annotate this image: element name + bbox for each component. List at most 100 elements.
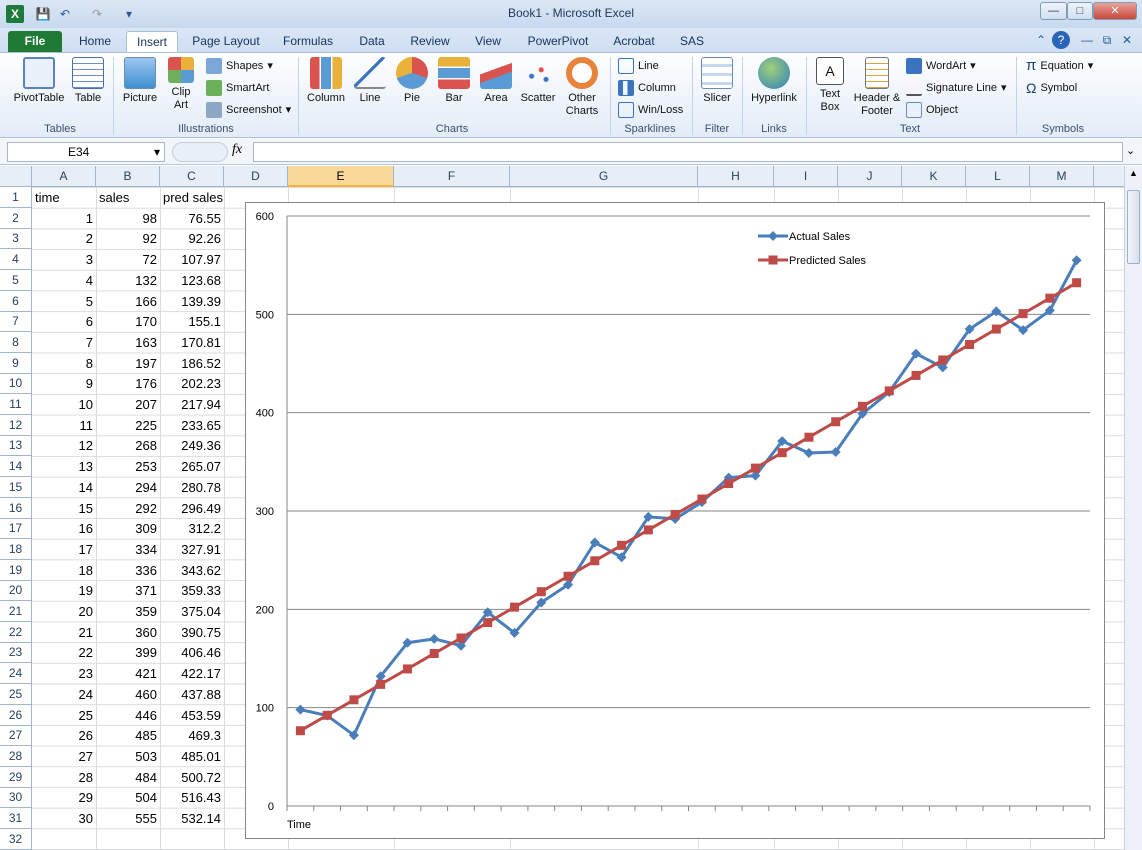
cell-pred-sales[interactable]: 233.65 xyxy=(181,417,221,433)
scatter-chart-button[interactable]: Scatter xyxy=(518,57,558,105)
cell-sales[interactable]: 336 xyxy=(135,562,157,578)
fx-icon[interactable]: fx xyxy=(232,142,243,157)
cell-sales[interactable]: 334 xyxy=(135,541,157,557)
cell-pred-sales[interactable]: 390.75 xyxy=(181,624,221,640)
cell-sales[interactable]: 132 xyxy=(135,272,157,288)
tab-powerpivot[interactable]: PowerPivot xyxy=(527,34,589,48)
line-chart-button[interactable]: Line xyxy=(350,57,390,105)
row-header[interactable]: 30 xyxy=(0,787,32,809)
tab-data[interactable]: Data xyxy=(359,34,385,48)
cell-time[interactable]: 29 xyxy=(78,790,93,806)
cell-time[interactable]: 3 xyxy=(85,252,93,268)
row-header[interactable]: 26 xyxy=(0,704,32,726)
row-header[interactable]: 23 xyxy=(0,642,32,664)
column-header[interactable]: K xyxy=(902,166,966,187)
select-all-corner[interactable] xyxy=(0,166,32,187)
shapes-button[interactable]: Shapes ▾ xyxy=(206,57,273,75)
help-icon[interactable]: ? xyxy=(1052,31,1070,49)
cell-sales[interactable]: 421 xyxy=(135,666,157,682)
cell-time[interactable]: 16 xyxy=(78,521,93,537)
cell-sales[interactable]: 484 xyxy=(135,769,157,785)
cell-pred-sales[interactable]: 107.97 xyxy=(181,252,221,268)
cell-pred-sales[interactable]: 485.01 xyxy=(181,748,221,764)
cell-sales[interactable]: 371 xyxy=(135,583,157,599)
row-header[interactable]: 6 xyxy=(0,290,32,312)
scroll-thumb[interactable] xyxy=(1127,190,1140,264)
cell-time[interactable]: 21 xyxy=(78,624,93,640)
column-header[interactable]: M xyxy=(1030,166,1094,187)
cell-sales[interactable]: 309 xyxy=(135,521,157,537)
cell-sales[interactable]: 359 xyxy=(135,604,157,619)
cell-pred-sales[interactable]: 532.14 xyxy=(181,811,221,826)
tab-formulas[interactable]: Formulas xyxy=(282,34,333,48)
cell-time[interactable]: 11 xyxy=(79,417,94,433)
column-header[interactable]: H xyxy=(698,166,774,187)
cell-pred-sales[interactable]: 170.81 xyxy=(181,334,221,350)
column-header[interactable]: C xyxy=(160,166,224,187)
customize-qat-icon[interactable]: ▾ xyxy=(125,7,133,21)
column-chart-button[interactable]: Column xyxy=(304,57,348,105)
cell-time[interactable]: 28 xyxy=(78,769,93,785)
save-icon[interactable]: 💾 xyxy=(35,7,51,21)
row-header[interactable]: 14 xyxy=(0,456,32,478)
column-header[interactable]: B xyxy=(96,166,160,187)
scroll-up-icon[interactable]: ▲ xyxy=(1129,168,1138,178)
object-button[interactable]: Object xyxy=(906,101,958,119)
clip-art-button[interactable]: Clip Art xyxy=(164,57,198,112)
cell-pred-sales[interactable]: 375.04 xyxy=(181,604,221,619)
slicer-button[interactable]: Slicer xyxy=(698,57,736,105)
cell-pred-sales[interactable]: 76.55 xyxy=(188,210,221,226)
row-header[interactable]: 8 xyxy=(0,331,32,353)
cell-pred-sales[interactable]: 202.23 xyxy=(181,376,221,392)
workbook-close-icon[interactable]: ✕ xyxy=(1121,33,1133,47)
row-header[interactable]: 11 xyxy=(0,394,32,415)
cell-time[interactable]: 13 xyxy=(78,459,93,475)
cell-time[interactable]: 4 xyxy=(85,272,93,288)
cell-pred-sales[interactable]: 249.36 xyxy=(181,438,221,454)
cell-pred-sales[interactable]: 312.2 xyxy=(188,521,221,537)
cell-pred-sales[interactable]: 280.78 xyxy=(181,479,221,495)
row-header[interactable]: 4 xyxy=(0,249,32,271)
tab-insert[interactable]: Insert xyxy=(126,31,178,52)
cell-pred-sales[interactable]: 500.72 xyxy=(181,769,221,785)
cell-sales[interactable]: 555 xyxy=(135,811,157,826)
cell-time[interactable]: 27 xyxy=(78,748,93,764)
cell-time[interactable]: 6 xyxy=(85,314,93,330)
cell-time[interactable]: 20 xyxy=(78,604,93,619)
cell-time[interactable]: 12 xyxy=(78,438,93,454)
workbook-minimize-icon[interactable]: — xyxy=(1081,33,1093,47)
cell-pred-sales[interactable]: 186.52 xyxy=(181,355,221,371)
maximize-button[interactable]: □ xyxy=(1067,2,1093,20)
cell-pred-sales[interactable]: 343.62 xyxy=(181,562,221,578)
row-header[interactable]: 22 xyxy=(0,621,32,643)
cell-pred-sales[interactable]: 422.17 xyxy=(181,666,221,682)
cell-pred-sales[interactable]: 453.59 xyxy=(181,707,221,723)
row-header[interactable]: 25 xyxy=(0,683,32,705)
area-chart-button[interactable]: Area xyxy=(476,57,516,105)
cell-time[interactable]: 10 xyxy=(78,397,93,412)
cell-sales[interactable]: 98 xyxy=(142,210,157,226)
name-box[interactable]: E34 ▾ xyxy=(7,142,165,162)
tab-acrobat[interactable]: Acrobat xyxy=(613,34,655,48)
cell-sales[interactable]: 399 xyxy=(135,645,157,661)
cell-sales[interactable]: 294 xyxy=(135,479,157,495)
header-footer-button[interactable]: Header & Footer xyxy=(852,57,902,118)
cell-time[interactable]: 1 xyxy=(85,210,93,226)
tab-review[interactable]: Review xyxy=(410,34,450,48)
cell-pred-sales[interactable]: 296.49 xyxy=(181,500,221,516)
row-header[interactable]: 24 xyxy=(0,663,32,685)
undo-icon[interactable]: ↶ xyxy=(59,7,71,21)
redo-icon[interactable]: ↷ xyxy=(91,7,103,21)
row-header[interactable]: 17 xyxy=(0,518,32,540)
row-header[interactable]: 5 xyxy=(0,269,32,291)
cell-sales[interactable]: 268 xyxy=(135,438,157,454)
cell-time[interactable]: 19 xyxy=(78,583,93,599)
screenshot-button[interactable]: Screenshot ▾ xyxy=(206,101,291,119)
symbol-button[interactable]: Ω Symbol xyxy=(1026,79,1077,97)
cell-sales[interactable]: 503 xyxy=(135,748,157,764)
cell-sales[interactable]: 292 xyxy=(135,500,157,516)
sparkline-line-button[interactable]: Line xyxy=(618,57,659,75)
tab-home[interactable]: Home xyxy=(78,34,111,48)
column-header-selected[interactable]: E xyxy=(288,166,394,187)
row-header[interactable]: 10 xyxy=(0,373,32,395)
